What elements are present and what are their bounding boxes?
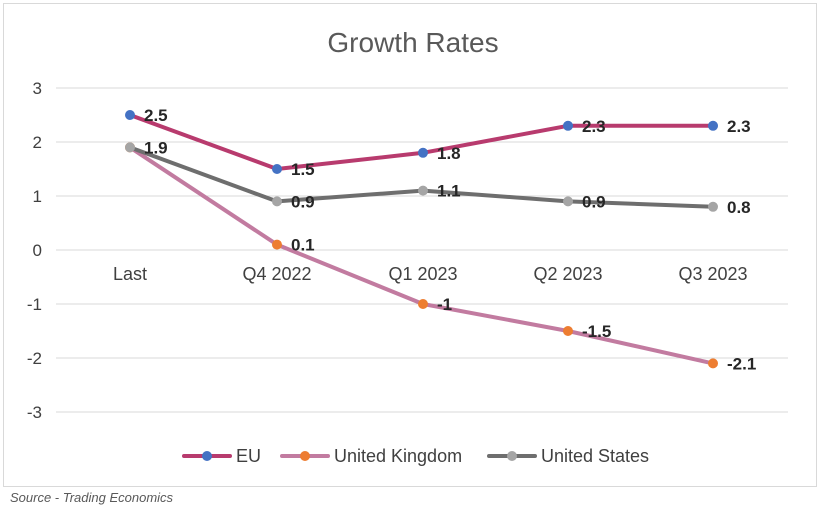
data-label-united-kingdom: -1.5: [582, 322, 611, 341]
y-tick-label: -1: [27, 295, 42, 314]
series-lines: [125, 110, 718, 369]
legend-label-eu: EU: [236, 446, 261, 466]
data-point-eu: [418, 147, 428, 158]
data-label-united-states: 1.9: [144, 138, 168, 157]
data-point-eu: [125, 110, 135, 120]
y-tick-label: 1: [33, 187, 42, 206]
legend-marker-eu: [202, 451, 212, 461]
data-point-united-kingdom: [708, 358, 718, 369]
x-tick-label: Q4 2022: [242, 264, 311, 284]
data-label-eu: 2.5: [144, 106, 168, 125]
data-point-eu: [272, 164, 282, 174]
y-tick-label: 0: [33, 241, 42, 260]
data-label-eu: 1.5: [291, 160, 315, 179]
x-tick-label: Q3 2023: [678, 264, 747, 284]
legend-marker-united-kingdom: [300, 451, 310, 461]
data-label-united-states: 0.9: [582, 192, 606, 211]
y-tick-label: 3: [33, 79, 42, 98]
data-label-united-kingdom: -1: [437, 295, 452, 314]
x-tick-label: Last: [113, 264, 147, 284]
data-label-united-states: 1.1: [437, 182, 461, 201]
legend-label-united-kingdom: United Kingdom: [334, 446, 462, 466]
data-label-united-states: 0.9: [291, 192, 315, 211]
gridlines: [56, 87, 788, 413]
x-tick-label: Q2 2023: [533, 264, 602, 284]
chart-title: Growth Rates: [327, 27, 498, 58]
legend-marker-united-states: [507, 451, 517, 461]
data-point-eu: [708, 120, 718, 131]
y-tick-label: -2: [27, 349, 42, 368]
y-tick-label: -3: [27, 403, 42, 422]
data-point-united-states: [708, 201, 718, 212]
data-label-united-kingdom: 0.1: [291, 236, 315, 255]
x-axis-ticks: Last Q4 2022 Q1 2023 Q2 2023 Q3 2023: [113, 264, 748, 284]
data-point-eu: [563, 120, 573, 131]
data-point-united-kingdom: [418, 299, 428, 309]
data-point-united-states: [272, 196, 282, 207]
y-axis-ticks: 3 2 1 0 -1 -2 -3: [27, 79, 42, 422]
data-label-united-states: 0.8: [727, 198, 751, 217]
y-tick-label: 2: [33, 133, 42, 152]
legend-label-united-states: United States: [541, 446, 649, 466]
data-point-united-kingdom: [272, 239, 282, 250]
chart-frame: Growth Rates 3 2 1 0 -1 -2 -3 Last Q4 2022 Q1 20…: [3, 3, 817, 487]
data-point-united-states: [418, 185, 428, 196]
data-label-eu: 2.3: [582, 117, 606, 136]
data-label-united-kingdom: -2.1: [727, 354, 756, 373]
data-point-united-states: [563, 196, 573, 207]
x-tick-label: Q1 2023: [388, 264, 457, 284]
data-point-united-states: [125, 142, 135, 153]
data-label-eu: 1.8: [437, 144, 461, 163]
line-chart: Growth Rates 3 2 1 0 -1 -2 -3 Last Q4 2022 Q1 20…: [27, 27, 788, 466]
data-labels: 0.1 -1 -1.5 -2.1 1.9 0.9 1.1 0.9 0.8 2.5 1.5 1.8 2.3…: [144, 106, 756, 373]
data-point-united-kingdom: [563, 326, 573, 336]
data-label-eu: 2.3: [727, 117, 751, 136]
legend: EU United Kingdom United States: [182, 446, 649, 466]
source-note: Source - Trading Economics: [10, 490, 174, 505]
